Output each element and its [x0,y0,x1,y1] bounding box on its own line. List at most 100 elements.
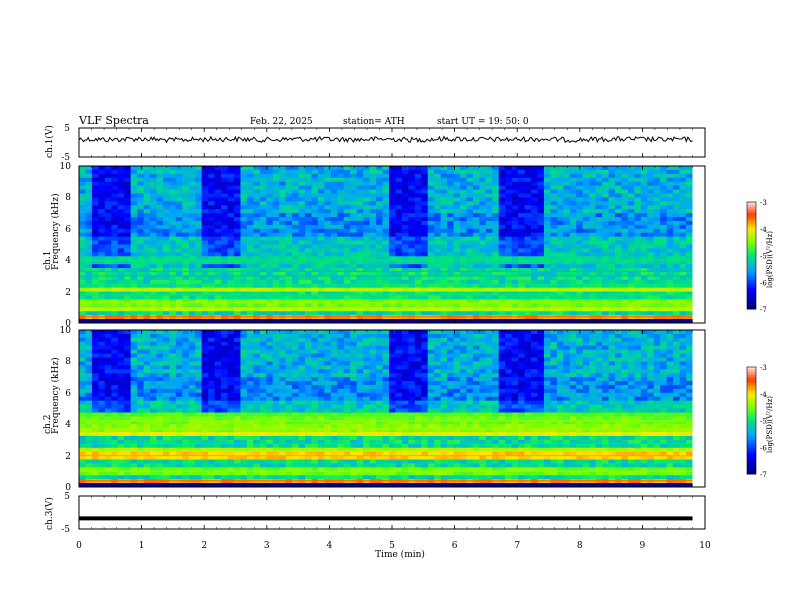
spectrogram-cell [79,193,86,198]
spectrogram-cell [608,166,616,171]
spectrogram-cell [382,256,390,261]
spectrogram-cell [498,166,506,171]
spectrogram-cell [253,337,261,343]
spectrogram-cell [602,295,610,300]
spectrogram-cell [182,451,190,457]
spectrogram-cell [369,307,377,312]
spectrogram-cell [382,173,390,179]
spectrogram-cell [79,244,86,249]
spectrogram-cell [608,260,616,265]
spectrogram-cell [543,283,551,289]
spectrogram-cell [388,201,396,206]
spectrogram-cell [627,283,635,289]
spectrogram-cell [524,177,532,183]
spectrogram-cell [233,189,241,194]
spectrogram-cell [79,213,86,218]
spectrogram-cell [311,311,319,316]
spectrogram-cell [395,224,403,230]
spectrogram-cell [640,193,648,198]
spectrogram-cell [272,279,280,285]
spectrogram-cell [85,228,93,234]
spectrogram-cell [356,252,364,257]
spectrogram-cell [130,193,138,198]
spectrogram-cell [460,197,467,202]
spectrogram-cell [343,209,351,214]
spectrogram-cell [195,232,203,238]
spectrogram-cell [627,268,635,273]
spectrogram-cell [104,333,112,339]
spectrogram-cell [305,299,312,304]
spectrogram-cell [350,201,358,206]
spectrogram-cell [498,252,506,257]
spectrogram-cell [382,291,390,297]
spectrogram-cell [246,365,254,370]
spectrogram-cell [324,193,332,198]
spectrogram-cell [537,268,545,273]
spectrogram-cell [653,291,661,297]
spectrogram-cell [91,205,99,210]
spectrogram-cell [460,173,467,179]
spectrogram-cell [498,291,506,297]
spectrogram-cell [608,236,616,242]
spectrogram-cell [324,268,332,273]
spectrogram-cell [660,319,668,324]
spectrogram-cell [227,420,235,425]
spectrogram-cell [195,428,203,433]
spectrogram-cell [524,279,532,285]
spectrogram-cell [214,400,222,406]
spectrogram-cell [188,432,196,437]
spectrogram-cell [485,268,493,273]
spectrogram-cell [104,224,112,230]
spectrogram-cell [434,197,442,202]
spectrogram-cell [246,169,254,175]
spectrogram-cell [427,205,435,210]
spectrogram-cell [485,205,493,210]
spectrogram-cell [259,260,267,265]
spectrogram-cell [285,220,293,226]
spectrogram-cell [104,424,112,429]
spectrogram-cell [673,205,681,210]
spectrogram-cell [324,169,332,175]
spectrogram-cell [85,451,93,457]
spectrogram-cell [479,166,487,171]
spectrogram-cell [602,236,610,242]
spectrogram-cell [221,193,229,198]
spectrogram-cell [233,193,241,198]
spectrogram-cell [150,240,157,245]
spectrogram-cell [485,189,493,194]
spectrogram-cell [543,181,551,187]
spectrogram-cell [350,299,358,304]
spectrogram-cell [79,400,86,406]
spectrogram-cell [143,483,151,488]
spectrogram-cell [356,315,364,320]
spectrogram-cell [621,319,629,324]
spectrogram-cell [350,319,358,324]
spectrogram-cell [182,416,190,421]
spectrogram-cell [576,283,584,289]
spectrogram-cell [634,193,642,198]
spectrogram-cell [505,311,513,316]
spectrogram-cell [124,373,132,378]
spectrogram-cell [305,217,312,222]
spectrogram-cell [143,315,151,320]
spectrogram-cell [111,303,119,308]
spectrogram-cell [182,240,190,245]
spectrogram-cell [195,349,203,355]
spectrogram-cell [634,307,642,312]
spectrogram-cell [111,373,119,378]
spectrogram-cell [337,244,345,249]
spectrogram-cell [104,295,112,300]
spectrogram-cell [279,209,287,214]
spectrogram-cell [627,275,635,281]
spectrogram-cell [143,341,151,347]
spectrogram-cell [85,217,93,222]
colorbar-cell [747,250,756,254]
spectrogram-cell [640,213,648,218]
spectrogram-cell [460,185,467,191]
spectrogram-cell [246,283,254,289]
spectrogram-cell [137,424,145,429]
spectrogram-cell [363,303,371,308]
spectrogram-cell [666,177,674,183]
spectrogram-cell [195,479,203,484]
spectrogram-cell [221,209,229,214]
